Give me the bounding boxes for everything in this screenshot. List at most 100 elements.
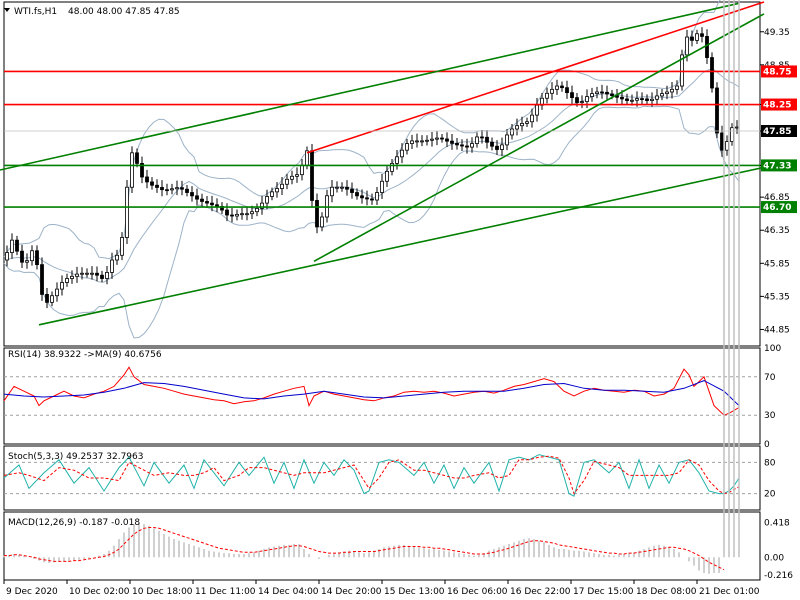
candle-body <box>530 114 534 123</box>
candle-body <box>290 175 294 180</box>
rising-resistance-line <box>306 1 765 154</box>
candle-body <box>210 202 214 206</box>
candle-body <box>95 272 99 276</box>
candle-body <box>375 192 379 201</box>
candle-body <box>50 295 54 303</box>
candle-body <box>580 101 584 103</box>
candle-body <box>285 178 289 185</box>
candle-body <box>160 187 164 191</box>
level-tag-label: 48.75 <box>763 67 791 77</box>
level-tag-support <box>761 201 797 214</box>
candle-body <box>720 132 724 151</box>
rsi-line <box>3 366 740 416</box>
candle-body <box>55 288 59 297</box>
candle-body <box>365 197 369 200</box>
time-tick-label: 21 Dec 01:00 <box>699 587 760 597</box>
candle-body <box>90 272 94 275</box>
rsi-tick-label: 100 <box>764 344 781 354</box>
time-tick-label: 18 Dec 08:00 <box>636 587 697 597</box>
candle-body <box>510 128 514 136</box>
rsi-pane: 100 70 30 0 <box>3 344 781 450</box>
candle-body <box>360 195 364 199</box>
macd-tick-label: -0.216 <box>764 571 793 581</box>
rising-support-line <box>313 13 765 263</box>
candle-body <box>340 186 344 189</box>
price-tick-label: 49.35 <box>764 28 790 38</box>
candle-body <box>690 36 694 41</box>
rsi-tick-label: 0 <box>764 440 770 450</box>
price-tick-label: 45.85 <box>764 259 790 269</box>
level-tag-label: 47.33 <box>763 161 791 171</box>
candle-body <box>40 264 44 295</box>
candle-body <box>590 93 594 98</box>
candle-body <box>610 93 614 97</box>
candle-body <box>30 250 34 262</box>
time-tick-label: 9 Dec 2020 <box>6 587 58 597</box>
level-tag-label: 46.70 <box>763 203 791 213</box>
macd-signal-line <box>4 527 725 571</box>
candle-body <box>150 181 154 186</box>
candle-body <box>635 98 639 101</box>
last-price-tag <box>761 125 797 137</box>
candle-body <box>545 92 549 99</box>
candle-body <box>680 54 684 87</box>
symbol-label: WTI.fs,H1 <box>14 7 57 17</box>
candle-body <box>180 187 184 190</box>
lower-channel-line <box>38 166 765 326</box>
macd-tick-label: 0.418 <box>764 519 790 529</box>
candle-body <box>595 91 599 95</box>
candle-body <box>400 149 404 158</box>
candle-body <box>520 122 524 127</box>
last-price-label: 47.85 <box>763 127 791 137</box>
candle-body <box>725 141 729 151</box>
candle-body <box>295 174 299 177</box>
candle-body <box>145 176 149 183</box>
bollinger-lower-band <box>3 105 740 339</box>
candle-body <box>525 121 529 124</box>
stoch-tick-label: 20 <box>764 490 776 500</box>
candle-body <box>470 143 474 148</box>
price-pane: 49.3548.8548.2547.8547.3346.8546.3545.85… <box>0 0 797 347</box>
upper-channel-line <box>0 2 740 171</box>
candle-body <box>350 188 354 193</box>
candle-body <box>385 170 389 182</box>
stoch-pane: 80 20 <box>3 445 776 511</box>
candle-body <box>120 237 124 256</box>
candle-body <box>15 239 19 252</box>
level-tag-resistance <box>761 98 797 111</box>
candle-body <box>650 98 654 101</box>
candle-body <box>200 198 204 202</box>
candle-body <box>190 192 194 197</box>
candle-body <box>485 136 489 143</box>
candle-body <box>655 95 659 100</box>
candle-body <box>645 98 649 101</box>
candle-body <box>240 213 244 216</box>
candle-body <box>415 140 419 143</box>
candle-body <box>670 88 674 93</box>
macd-tick-label: 0.00 <box>764 553 784 563</box>
candle-body <box>110 259 114 273</box>
time-axis: 9 Dec 2020 10 Dec 02:00 10 Dec 18:00 11 Dec… <box>3 580 760 597</box>
candle-body <box>575 97 579 103</box>
stoch-signal-line <box>3 455 740 495</box>
candle-body <box>450 140 454 144</box>
candle-body <box>620 96 624 100</box>
candle-body <box>25 260 29 263</box>
candle-body <box>685 36 689 56</box>
rsi-ma-line <box>3 380 740 406</box>
candle-body <box>45 293 49 303</box>
candle-body <box>455 142 459 146</box>
candle-body <box>640 98 644 100</box>
candle-body <box>65 278 69 283</box>
candle-body <box>430 138 434 141</box>
candle-body <box>135 152 139 164</box>
candle-body <box>565 87 569 94</box>
candle-body <box>235 213 239 217</box>
rsi-title: RSI(14) 38.9322 ->MA(9) 40.6756 <box>8 350 162 360</box>
candle-body <box>315 200 319 228</box>
time-tick-label: 14 Dec 04:00 <box>258 587 319 597</box>
candle-body <box>355 192 359 197</box>
candle-body <box>105 272 109 279</box>
candle-body <box>710 57 714 89</box>
